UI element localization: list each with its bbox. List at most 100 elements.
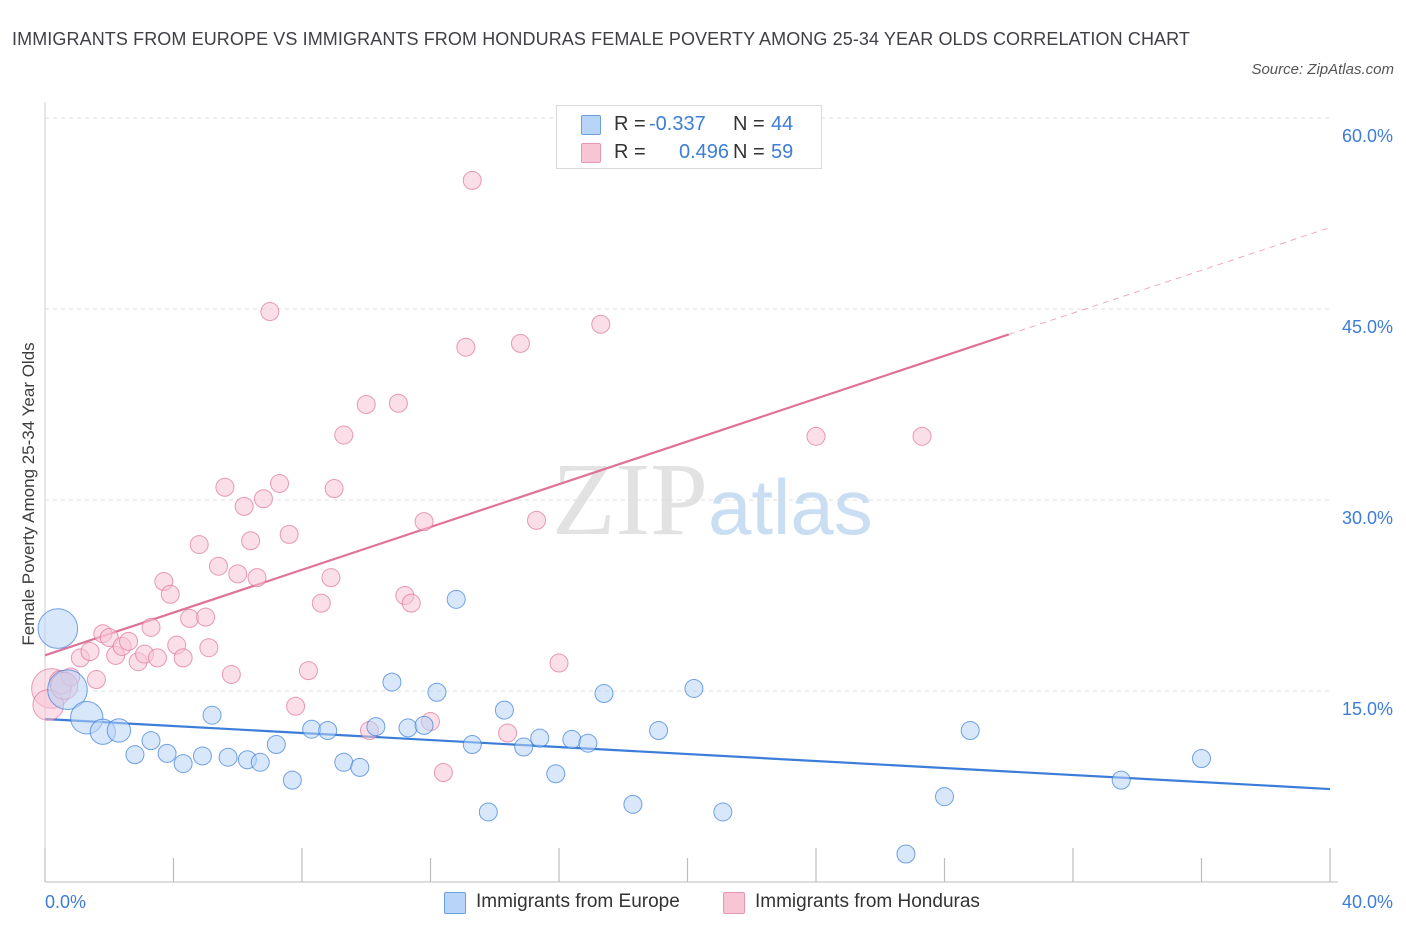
data-point <box>279 524 299 544</box>
n-value: 59 <box>771 141 794 163</box>
data-point <box>141 617 161 637</box>
data-point <box>86 670 106 690</box>
y-tick-label: 15.0% <box>1342 699 1393 719</box>
data-point <box>125 745 145 765</box>
data-point <box>324 479 344 499</box>
data-point <box>318 720 338 740</box>
data-point <box>141 731 161 751</box>
data-point <box>282 770 302 790</box>
data-point <box>549 653 569 673</box>
data-point <box>912 426 932 446</box>
europe-legend-swatch <box>444 892 466 914</box>
data-point <box>228 564 248 584</box>
data-point <box>202 705 222 725</box>
data-point <box>199 638 219 658</box>
data-point <box>462 734 482 754</box>
legend-label: Immigrants from Europe <box>476 891 680 912</box>
r-label: R = <box>614 113 646 135</box>
data-point <box>414 715 434 735</box>
data-point <box>960 720 980 740</box>
data-point <box>221 664 241 684</box>
data-point <box>398 718 418 738</box>
legend-label: Immigrants from Honduras <box>755 891 980 912</box>
r-value: 0.496 <box>679 141 730 163</box>
data-point <box>414 512 434 532</box>
honduras-swatch <box>581 143 601 163</box>
stats-box: R = -0.337 N = 44 R = 0.496 N = 59 <box>556 105 822 169</box>
data-point <box>462 170 482 190</box>
data-point <box>806 426 826 446</box>
data-point <box>514 737 534 757</box>
data-point <box>388 393 408 413</box>
r-value: -0.337 <box>649 113 706 135</box>
data-point <box>234 496 254 516</box>
data-point <box>192 746 212 766</box>
data-point <box>530 728 550 748</box>
data-point <box>623 794 643 814</box>
axes <box>44 102 1338 883</box>
chart-title: IMMIGRANTS FROM EUROPE VS IMMIGRANTS FRO… <box>12 29 1191 49</box>
europe-swatch <box>581 115 601 135</box>
data-point <box>494 700 514 720</box>
data-point <box>270 473 290 493</box>
data-point <box>578 733 598 753</box>
honduras-legend-swatch <box>723 892 745 914</box>
data-point <box>498 723 518 743</box>
y-tick-label: 45.0% <box>1342 317 1393 337</box>
data-point <box>591 314 611 334</box>
data-point <box>510 333 530 353</box>
data-point <box>478 802 498 822</box>
data-point <box>302 719 322 739</box>
data-point <box>106 718 132 743</box>
data-point <box>298 661 318 681</box>
n-label: N = <box>733 141 765 163</box>
data-point <box>173 754 193 774</box>
data-point <box>546 764 566 784</box>
data-point <box>1192 748 1211 768</box>
data-point <box>356 395 376 414</box>
y-tick-label: 30.0% <box>1342 508 1393 528</box>
data-point <box>218 747 238 767</box>
data-point <box>334 752 354 772</box>
data-point <box>456 337 476 357</box>
data-point <box>446 589 466 609</box>
trendline-europe <box>44 717 1331 791</box>
watermark-atlas: atlas <box>708 463 873 551</box>
data-point <box>80 642 100 662</box>
data-point <box>260 302 280 322</box>
data-point <box>173 648 193 668</box>
data-point <box>311 593 331 613</box>
data-point <box>713 802 733 822</box>
x-tick-label: 40.0% <box>1342 892 1393 912</box>
n-value: 44 <box>771 113 794 135</box>
data-point <box>215 477 235 497</box>
data-point <box>684 678 704 698</box>
gridlines <box>45 117 1330 692</box>
data-point <box>160 584 180 604</box>
data-point <box>250 752 270 772</box>
trendline-honduras <box>44 333 1010 657</box>
data-point <box>157 743 177 763</box>
data-point <box>321 568 341 588</box>
data-point <box>935 787 954 807</box>
data-point <box>562 729 582 749</box>
tick-labels: 15.0% 30.0% 45.0% 60.0% 0.0% 40.0% Female Pove… <box>19 126 1393 912</box>
data-point <box>594 684 614 704</box>
data-point <box>649 720 669 740</box>
data-point <box>47 669 88 711</box>
data-points <box>31 170 1211 864</box>
y-axis-label: Female Poverty Among 25-34 Year Olds <box>19 342 38 645</box>
data-point <box>253 489 273 509</box>
data-point <box>37 608 79 649</box>
data-point <box>180 608 200 628</box>
data-point <box>896 844 916 864</box>
data-point <box>119 631 139 651</box>
data-point <box>286 696 306 716</box>
data-point <box>427 682 447 702</box>
data-point <box>350 757 370 777</box>
r-label: R = <box>614 141 646 163</box>
data-point <box>401 593 421 613</box>
data-point <box>247 568 267 588</box>
data-point <box>147 648 167 668</box>
